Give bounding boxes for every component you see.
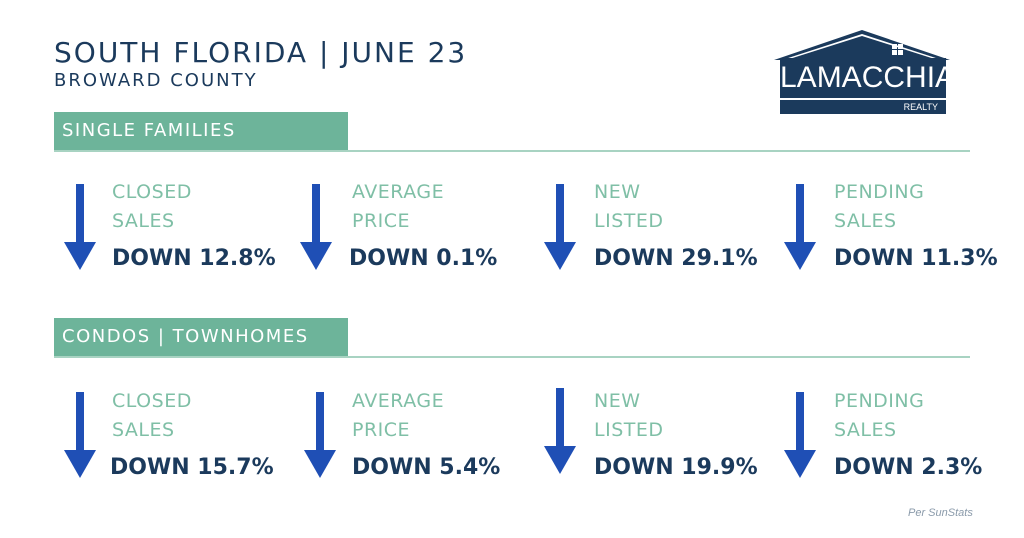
logo-name: LAMACCHIA <box>780 58 955 98</box>
stat-label-line2: SALES <box>112 419 175 441</box>
page-subtitle: BROWARD COUNTY <box>54 70 258 91</box>
section-divider <box>54 356 970 358</box>
down-arrow-icon <box>64 184 96 270</box>
stat-label-line1: CLOSED <box>112 181 192 203</box>
stat-label-line1: NEW <box>594 181 641 203</box>
down-arrow-icon <box>544 388 576 474</box>
stat-label-line2: SALES <box>112 210 175 232</box>
stat-label-line2: PRICE <box>352 419 411 441</box>
section-header-single-families: SINGLE FAMILIES <box>54 112 348 150</box>
source-note: Per SunStats <box>908 507 973 519</box>
stat-value: DOWN 5.4% <box>352 455 501 480</box>
down-arrow-icon <box>784 184 816 270</box>
stat-value: DOWN 12.8% <box>112 246 276 271</box>
page-title: SOUTH FLORIDA | JUNE 23 <box>54 36 468 69</box>
stat-label-line1: AVERAGE <box>352 181 445 203</box>
stat-label-line1: CLOSED <box>112 390 192 412</box>
stat-label-line1: AVERAGE <box>352 390 445 412</box>
section-header-condos-townhomes: CONDOS | TOWNHOMES <box>54 318 348 356</box>
stat-label-line2: SALES <box>834 419 897 441</box>
stat-label-line1: PENDING <box>834 181 925 203</box>
stat-label-line2: LISTED <box>594 210 664 232</box>
stat-label-line1: PENDING <box>834 390 925 412</box>
house-roof-icon <box>774 30 950 62</box>
stat-label-line2: LISTED <box>594 419 664 441</box>
stat-value: DOWN 2.3% <box>834 455 983 480</box>
stat-value: DOWN 15.7% <box>110 455 274 480</box>
stat-label-line1: NEW <box>594 390 641 412</box>
section-divider <box>54 150 970 152</box>
down-arrow-icon <box>300 184 332 270</box>
stat-value: DOWN 0.1% <box>349 246 498 271</box>
logo-tagline: REALTY <box>780 100 946 114</box>
stat-label-line2: PRICE <box>352 210 411 232</box>
stat-value: DOWN 29.1% <box>594 246 758 271</box>
down-arrow-icon <box>544 184 576 270</box>
stat-value: DOWN 19.9% <box>594 455 758 480</box>
down-arrow-icon <box>784 392 816 478</box>
stat-label-line2: SALES <box>834 210 897 232</box>
down-arrow-icon <box>304 392 336 478</box>
stat-value: DOWN 11.3% <box>834 246 998 271</box>
down-arrow-icon <box>64 392 96 478</box>
